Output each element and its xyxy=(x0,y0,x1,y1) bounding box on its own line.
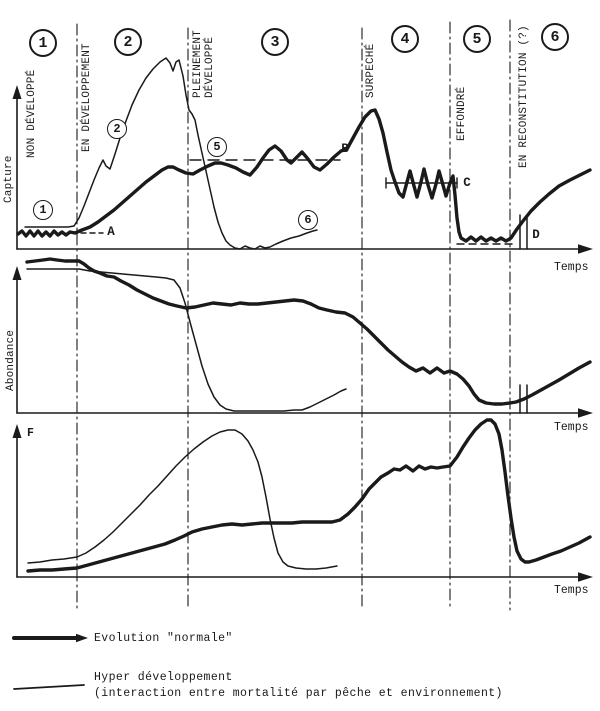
marker-letter-b: B xyxy=(341,142,349,156)
phase-label-non-developpe: NON DÉVELOPPÉ xyxy=(26,69,38,158)
temps-label-abondance: Temps xyxy=(554,421,589,434)
phase-badge-2: 2 xyxy=(114,28,142,56)
legend-normal-swatch xyxy=(12,633,88,643)
legend-hyper-swatch xyxy=(13,684,85,690)
capture-axis-label: Capture xyxy=(3,155,15,203)
temps-label-capture: Temps xyxy=(554,261,589,274)
phase-badge-4: 4 xyxy=(391,25,419,53)
abondance-axis-label: Abondance xyxy=(5,329,17,391)
phase-badge-5: 5 xyxy=(463,25,491,53)
temps-label-f: Temps xyxy=(554,584,589,597)
capture-reference-lines xyxy=(71,159,528,250)
legend-normal-label: Evolution "normale" xyxy=(94,632,233,645)
marker-letter-d: D xyxy=(532,228,540,242)
capture-hyper-curve xyxy=(24,57,318,250)
phase-badge-6: 6 xyxy=(541,23,569,51)
phase-label-pleinement-developpe: PLEINEMENT DÉVELOPPÉ xyxy=(192,29,216,98)
abondance-double-ticks xyxy=(519,384,528,414)
capture-axes xyxy=(16,98,580,250)
f-axis-label: F xyxy=(27,427,34,440)
capture-normal-curve xyxy=(16,108,592,243)
f-normal-curve xyxy=(26,418,592,573)
phase-label-en-developpement: EN DÉVELOPPEMENT xyxy=(81,43,93,152)
legend-hyper-label-line1: Hyper développement xyxy=(94,671,233,684)
capture-axis-arrows xyxy=(12,85,593,254)
phase-label-surpeche: SURPECHÉ xyxy=(365,43,377,98)
marker-circle-1: 1 xyxy=(33,200,53,220)
marker-letter-c: C xyxy=(463,176,471,190)
marker-circle-6: 6 xyxy=(298,210,318,230)
f-hyper-curve xyxy=(27,429,338,570)
phase-label-en-reconstitution: EN RECONSTITUTION (?) xyxy=(518,25,530,168)
abondance-axes xyxy=(16,279,580,414)
legend-hyper-label-line2: (interaction entre mortalité par pêche e… xyxy=(94,687,503,700)
f-axes xyxy=(16,437,580,578)
abondance-normal-curve xyxy=(25,257,592,406)
abondance-hyper-curve xyxy=(26,268,347,412)
abondance-axis-arrows xyxy=(12,266,593,418)
marker-letter-a: A xyxy=(107,225,115,239)
marker-circle-2: 2 xyxy=(107,119,127,139)
marker-circle-5: 5 xyxy=(207,137,227,157)
f-axis-arrows xyxy=(12,424,593,582)
phase-badge-1: 1 xyxy=(29,29,57,57)
phase-badge-3: 3 xyxy=(261,28,289,56)
phase-label-effondre: EFFONDRÉ xyxy=(456,86,468,141)
